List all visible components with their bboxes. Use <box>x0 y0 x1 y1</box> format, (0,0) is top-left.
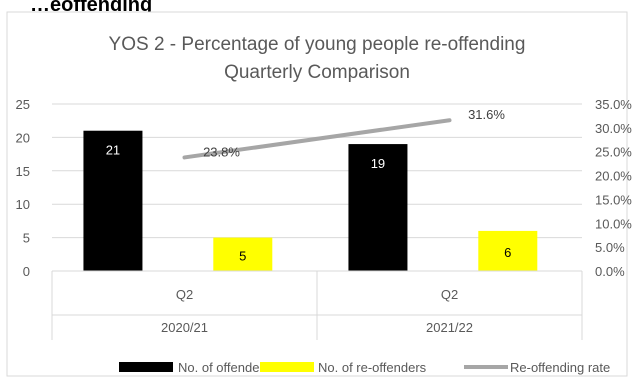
right-tick-label: 15.0% <box>595 192 632 207</box>
right-tick-label: 0.0% <box>595 264 625 279</box>
left-tick-label: 25 <box>16 97 30 112</box>
category-group-label: 2021/22 <box>426 320 473 335</box>
chart-title: YOS 2 - Percentage of young people re-of… <box>109 34 526 55</box>
bars: 21 19 5 6 <box>83 130 538 271</box>
legend: No. of offenders No. of re-offenders Re-of… <box>119 360 610 375</box>
category-label: Q2 <box>176 287 193 302</box>
bar-data-label: 21 <box>106 143 120 158</box>
legend-swatch <box>119 362 173 372</box>
right-tick-label: 30.0% <box>595 121 632 136</box>
legend-swatch <box>260 362 314 372</box>
right-tick-label: 20.0% <box>595 169 632 184</box>
line-data-label: 31.6% <box>468 107 505 122</box>
bar-data-label: 6 <box>504 245 511 260</box>
line-data-label: 23.8% <box>203 144 240 159</box>
left-tick-label: 15 <box>16 164 30 179</box>
right-tick-label: 10.0% <box>595 216 632 231</box>
x-axis: Q2 2020/21 Q2 2021/22 <box>51 270 583 340</box>
right-tick-label: 35.0% <box>595 97 632 112</box>
line-series <box>182 118 452 160</box>
left-tick-label: 10 <box>16 197 30 212</box>
bar-data-label: 19 <box>371 156 385 171</box>
right-tick-label: 25.0% <box>595 145 632 160</box>
legend-label: Re-offending rate <box>510 360 610 375</box>
legend-label: No. of re-offenders <box>318 360 427 375</box>
rate-line: 23.8% 31.6% <box>182 107 505 160</box>
left-y-axis: 0 5 10 15 20 25 <box>16 97 30 279</box>
bar-data-label: 5 <box>239 248 246 263</box>
left-tick-label: 5 <box>23 231 30 246</box>
legend-label: No. of offenders <box>178 360 271 375</box>
right-y-axis: 0.0% 5.0% 10.0% 15.0% 20.0% 25.0% 30.0% 35.0% <box>595 97 632 279</box>
bar <box>478 230 538 271</box>
category-label: Q2 <box>441 287 458 302</box>
bar <box>213 237 273 271</box>
left-tick-label: 0 <box>23 264 30 279</box>
right-tick-label: 5.0% <box>595 240 625 255</box>
chart-subtitle: Quarterly Comparison <box>224 62 410 83</box>
bar <box>348 144 408 271</box>
left-tick-label: 20 <box>16 130 30 145</box>
bar <box>83 130 143 271</box>
category-group-label: 2020/21 <box>161 320 208 335</box>
